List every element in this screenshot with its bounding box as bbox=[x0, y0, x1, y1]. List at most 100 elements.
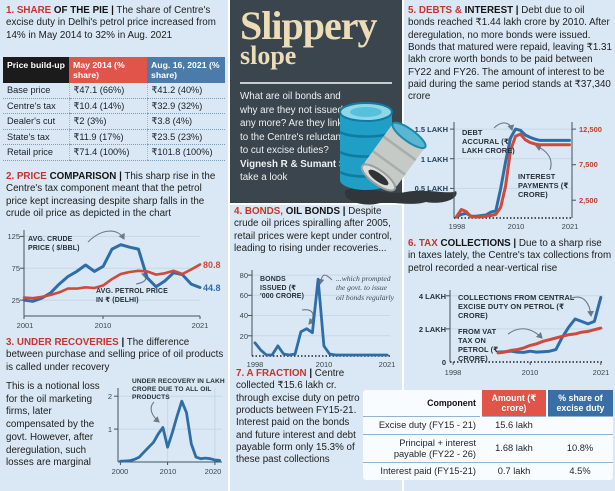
vat-label: FROM VAT TAX ON PETROL (₹ CRORE) bbox=[458, 327, 499, 364]
col-header-amount: Amount (₹ crore) bbox=[480, 390, 547, 417]
col-header-aug-2021: Aug. 16, 2021 (% share) bbox=[147, 57, 225, 83]
bonds-issued-plot bbox=[248, 270, 390, 357]
section-4-body: Despite crude oil prices spiralling afte… bbox=[234, 206, 392, 255]
vat-label-arrow bbox=[507, 328, 543, 339]
section-3-body: The difference between purchase and sell… bbox=[6, 337, 224, 373]
y-tick: 4 LAKH bbox=[418, 292, 446, 301]
col-header-component: Component bbox=[427, 398, 476, 409]
x-tick: 1998 bbox=[448, 222, 466, 231]
excise-label-arrow bbox=[571, 296, 595, 317]
oil-barrels-illustration bbox=[339, 102, 457, 205]
section-5-body: Debt due to oil bonds reached ₹1.44 lakh… bbox=[408, 5, 612, 103]
y-tick: 40 bbox=[239, 311, 248, 320]
under-recovery-line bbox=[118, 399, 221, 463]
debts-interest-plot bbox=[450, 122, 576, 219]
headline-line2: slope bbox=[240, 41, 297, 70]
x-tick: 2010 bbox=[94, 321, 112, 330]
y-tick-left: 0.5 LAKH bbox=[414, 184, 448, 193]
section-4-title: 4. BONDS, OIL BONDS | Despite crude oil … bbox=[234, 206, 392, 255]
y-tick-right: 7,500 bbox=[579, 160, 598, 169]
section-6-title: 6. TAX COLLECTIONS | Due to a sharp rise… bbox=[408, 238, 612, 274]
headline-line1: Slippery bbox=[240, 3, 377, 48]
petrol-price-label: AVG. PETROL PRICE IN ₹ (DELHI) bbox=[96, 288, 168, 304]
section-2-title: 2. PRICE COMPARISON | This sharp rise in… bbox=[6, 171, 216, 220]
intro-text: What are oil bonds and why are they not … bbox=[240, 91, 357, 184]
x-tick: 2021 bbox=[191, 321, 209, 330]
debt-accural-label: DEBT ACCURAL (₹ LAKH CRORE) bbox=[462, 128, 515, 156]
section-7-title: 7. A FRACTION | Centre collected ₹15.6 l… bbox=[236, 368, 360, 466]
vat-line bbox=[496, 326, 603, 355]
under-recoveries-plot bbox=[114, 388, 222, 465]
y-tick: 125 bbox=[7, 232, 20, 241]
bonds-label-arrow bbox=[301, 309, 315, 325]
crude-end-value: 44.8 bbox=[203, 283, 221, 293]
crude-price-label: AVG. CRUDE PRICE ( $/BBL) bbox=[28, 236, 80, 252]
section-2-body: This sharp rise in the Centre's tax comp… bbox=[6, 171, 216, 220]
y-tick: 75 bbox=[11, 264, 20, 273]
x-tick: 2020 bbox=[204, 467, 222, 476]
table-row: Base price ₹47.1 (66%) ₹41.2 (40%) bbox=[3, 83, 225, 99]
under-recoveries-chart: 2 1 2000 2010 2020 UNDER RECOVERY IN LAK… bbox=[102, 378, 228, 484]
y-tick: 2 LAKH bbox=[418, 325, 446, 334]
tipped-barrel bbox=[360, 121, 427, 192]
col-header-share: % share of excise duty bbox=[546, 390, 613, 417]
price-comparison-plot bbox=[20, 230, 202, 319]
x-tick: 1998 bbox=[444, 368, 462, 377]
y-tick: 25 bbox=[11, 296, 20, 305]
central-excise-label: COLLECTIONS FROM CENTRAL EXCISE DUTY ON … bbox=[458, 293, 575, 321]
y-tick-left: 1.5 LAKH bbox=[414, 125, 448, 134]
table-row: Dealer's cut ₹2 (3%) ₹3.8 (4%) bbox=[3, 113, 225, 130]
interest-payments-label: INTEREST PAYMENTS (₹ CRORE) bbox=[518, 172, 569, 200]
tax-collections-chart: 4 LAKH 2 LAKH 0 1998 2010 2021 COLLECTIO… bbox=[404, 284, 615, 388]
y-tick: 2 bbox=[107, 392, 112, 401]
section-1-number: 1. SHARE bbox=[6, 5, 52, 16]
crude-annotation-arrow bbox=[87, 230, 125, 243]
y-tick: 1 bbox=[107, 425, 112, 434]
y-tick: 20 bbox=[239, 332, 248, 341]
bonds-annotation: ...which prompted the govt. to issue oil… bbox=[336, 274, 394, 302]
table-row: Principal + interest payable (FY22 - 26)… bbox=[363, 433, 613, 463]
bonds-issued-line bbox=[253, 277, 389, 357]
table-row: Centre's tax ₹10.4 (14%) ₹32.9 (32%) bbox=[3, 98, 225, 115]
table-row: Excise duty (FY15 - 21) 15.6 lakh bbox=[363, 416, 613, 435]
interest-label-arrow bbox=[535, 144, 552, 171]
bonds-issued-chart: 80 60 40 20 1998 2010 2021 BONDS ISSUED … bbox=[230, 264, 402, 380]
table-row: Interest paid (FY15-21) 0.7 lakh 4.5% bbox=[363, 462, 613, 480]
oil-spill bbox=[344, 188, 457, 205]
y-tick: 0 bbox=[441, 358, 446, 367]
x-tick: 2010 bbox=[507, 222, 525, 231]
x-tick: 2021 bbox=[378, 360, 396, 369]
section-3-note: This is a notional loss for the oil mark… bbox=[6, 381, 100, 469]
y-tick: 80 bbox=[239, 271, 248, 280]
interest-payments-line bbox=[455, 132, 571, 219]
x-tick: 2010 bbox=[315, 360, 333, 369]
table-header-row: Component Amount (₹ crore) % share of ex… bbox=[363, 390, 613, 417]
petrol-end-value: 80.8 bbox=[203, 260, 221, 270]
avg-crude-price-line bbox=[22, 243, 202, 303]
price-buildup-table: Price build-up May 2014 (% share) Aug. 1… bbox=[3, 57, 225, 161]
central-excise-line bbox=[496, 295, 603, 354]
y-tick-left: 1 LAKH bbox=[420, 155, 448, 164]
debts-interest-chart: 1.5 LAKH 1 LAKH 0.5 LAKH 12,500 7,500 2,… bbox=[404, 116, 615, 240]
col-header-may-2014: May 2014 (% share) bbox=[69, 57, 147, 83]
section-7-body: Centre collected ₹15.6 lakh cr. through … bbox=[236, 368, 360, 466]
petrol-annotation-arrow bbox=[135, 272, 148, 285]
x-tick: 2001 bbox=[16, 321, 34, 330]
headline: Slippery slope bbox=[240, 2, 377, 71]
x-tick: 2021 bbox=[561, 222, 579, 231]
table-row: State's tax ₹11.9 (17%) ₹23.5 (23%) bbox=[3, 129, 225, 146]
x-tick: 2021 bbox=[592, 368, 610, 377]
under-recovery-arrow bbox=[150, 401, 160, 423]
table-header-row: Price build-up May 2014 (% share) Aug. 1… bbox=[3, 57, 225, 83]
fraction-table: Component Amount (₹ crore) % share of ex… bbox=[363, 390, 613, 480]
under-recovery-label: UNDER RECOVERY IN LAKH CRORE DUE TO ALL … bbox=[132, 378, 225, 402]
price-comparison-chart: 125 75 25 2001 2010 2021 AVG. CRUDE PRIC… bbox=[2, 226, 228, 338]
section-3-title: 3. UNDER RECOVERIES | The difference bet… bbox=[6, 337, 224, 373]
avg-petrol-price-line bbox=[22, 263, 202, 300]
col-header-price-buildup: Price build-up bbox=[3, 57, 69, 83]
authors: Vignesh R & Sumant Sen bbox=[240, 158, 357, 170]
y-tick-right: 12,500 bbox=[579, 125, 602, 134]
section-1-title: 1. SHARE OF THE PIE | The share of Centr… bbox=[6, 5, 216, 41]
y-tick: 60 bbox=[239, 291, 248, 300]
